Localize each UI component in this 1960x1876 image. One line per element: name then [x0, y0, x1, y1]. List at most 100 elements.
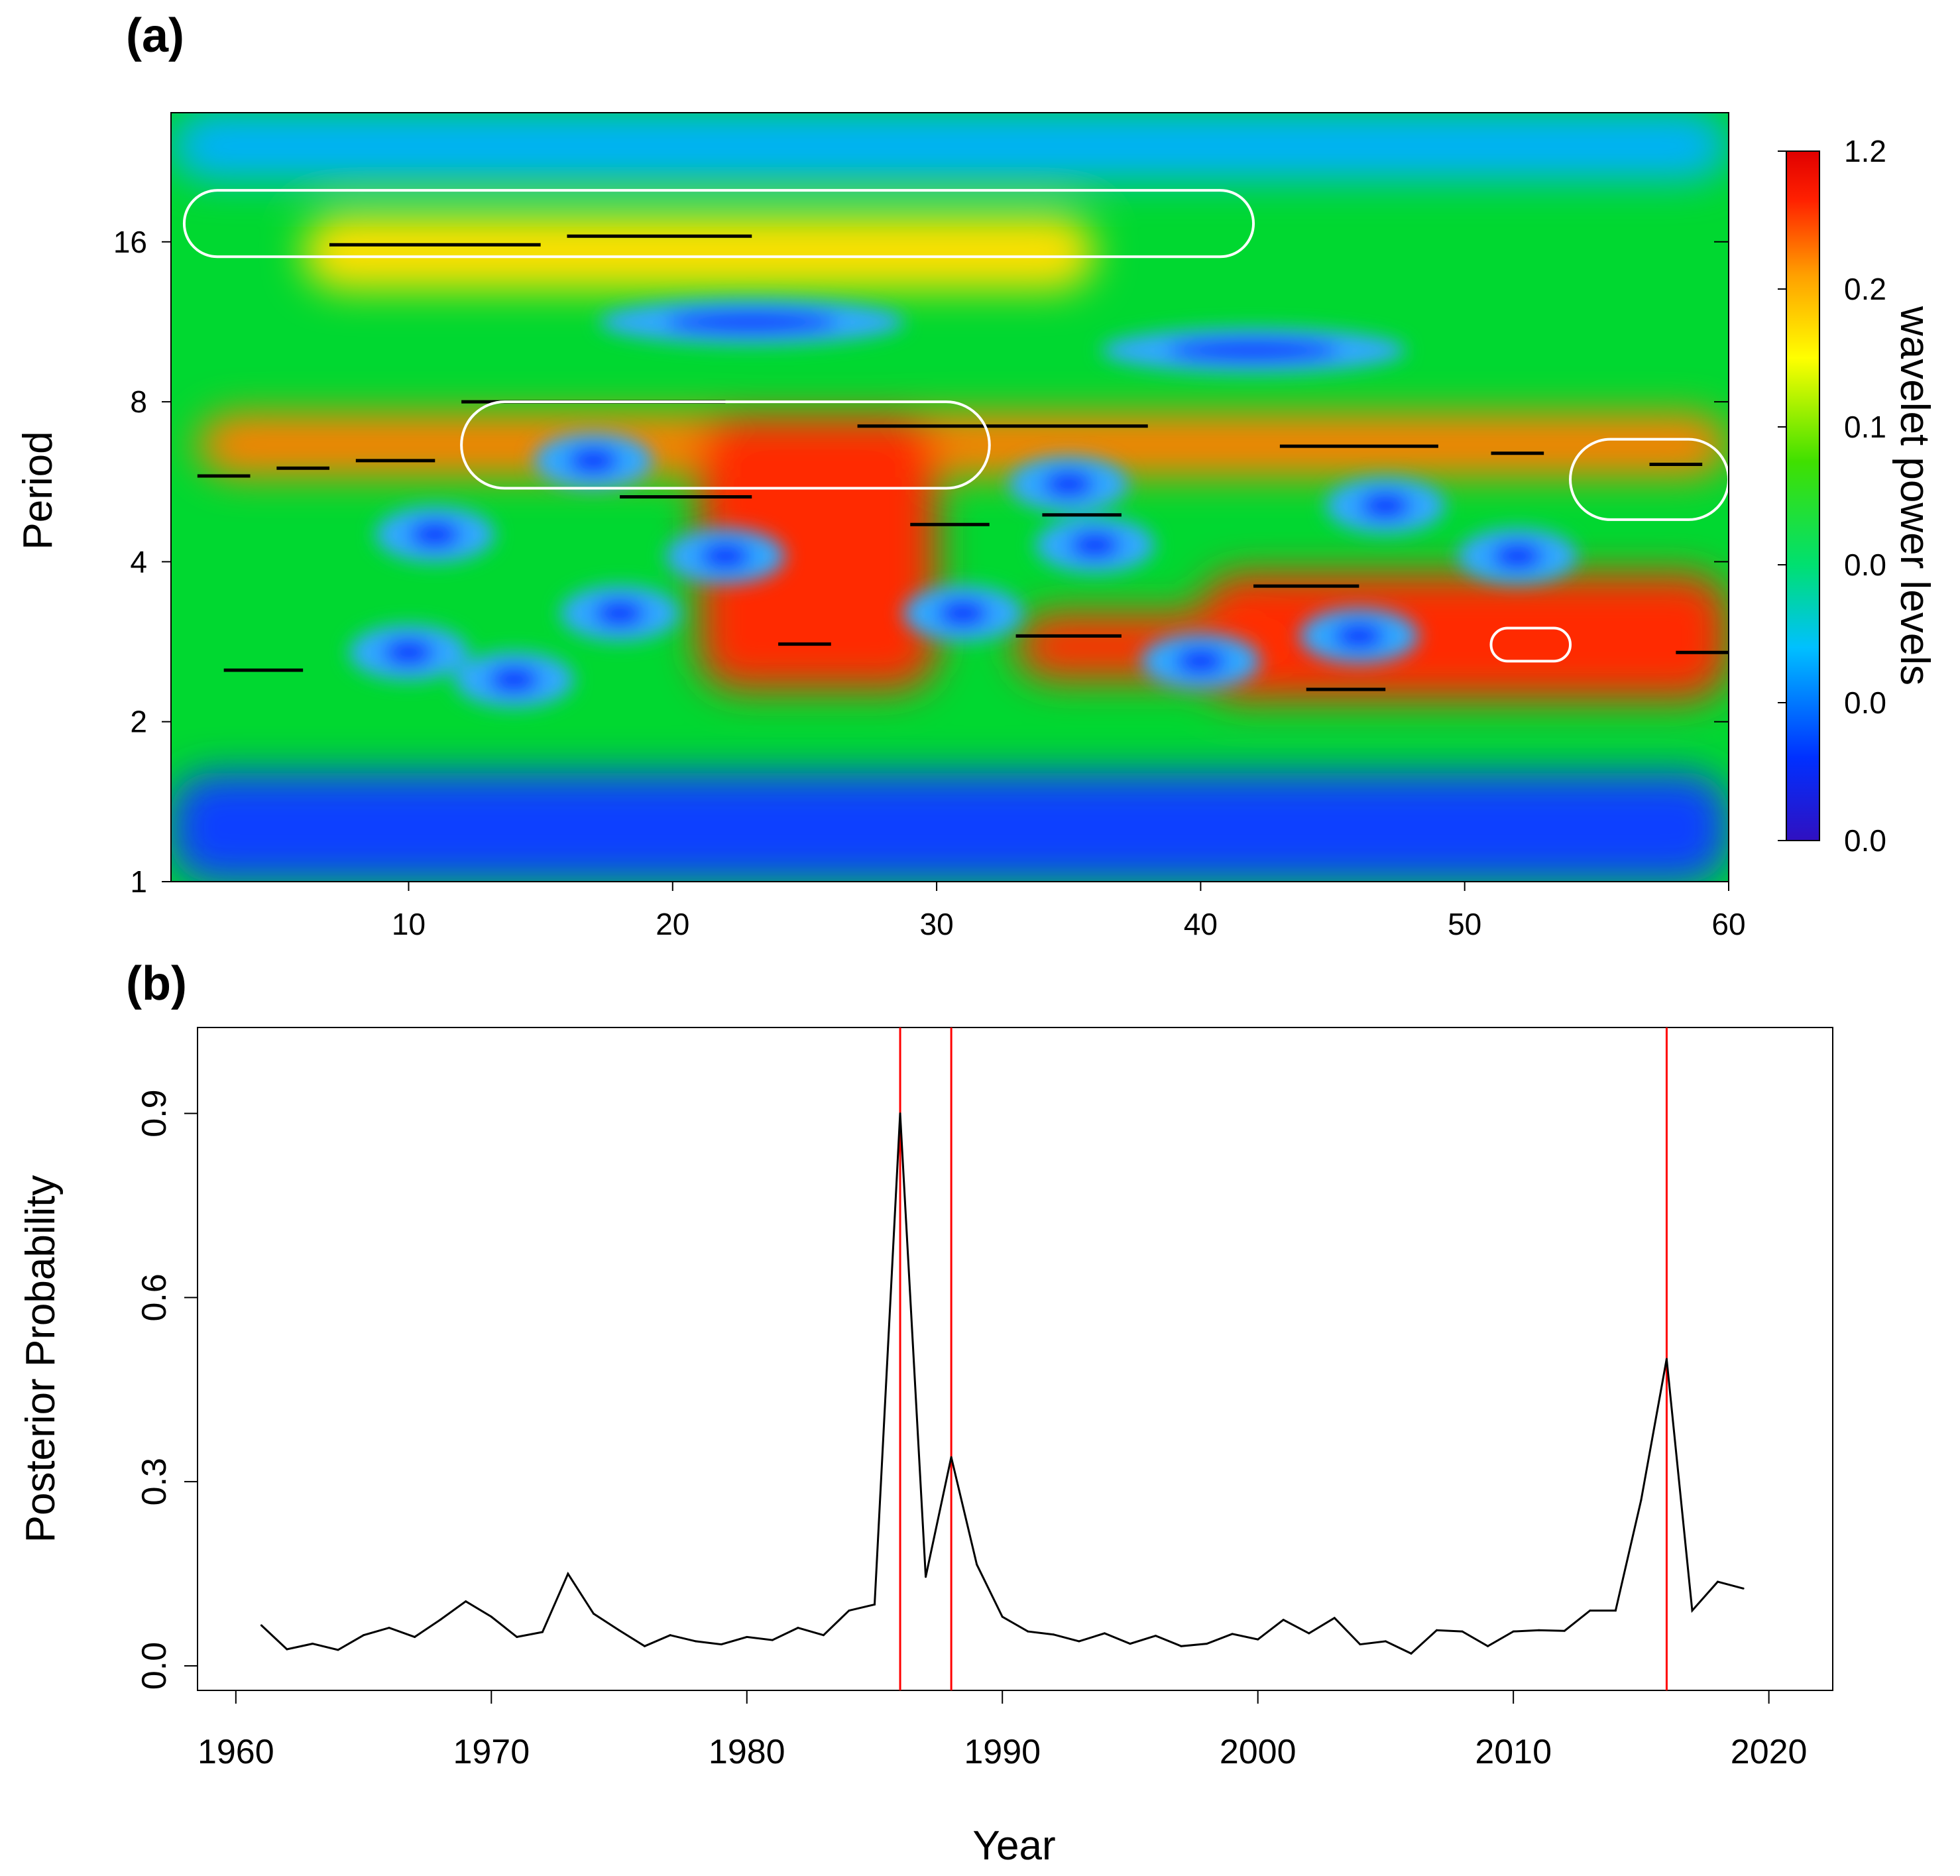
heatmap-x-tick-label-60: 60 — [1711, 907, 1745, 941]
posterior-point-1969 — [465, 1600, 467, 1603]
posterior-point-1997 — [1180, 1645, 1182, 1647]
posterior-point-2011 — [1538, 1629, 1540, 1631]
line-x-tick-label-2000: 2000 — [1220, 1733, 1297, 1771]
colorbar-tick-label-2: 0.1 — [1844, 410, 1886, 444]
panel-a-label: (a) — [126, 9, 184, 62]
low-power-core-1 — [568, 447, 619, 474]
posterior-point-2019 — [1742, 1587, 1745, 1590]
power-region-low-5 — [171, 113, 1729, 180]
heatmap-y-tick-label-1: 1 — [130, 864, 147, 899]
posterior-point-2017 — [1691, 1610, 1694, 1612]
heatmap-y-tick-label-8: 8 — [130, 384, 147, 419]
posterior-point-1984 — [848, 1610, 850, 1612]
posterior-point-2006 — [1410, 1652, 1412, 1655]
significance-contour-0 — [182, 189, 1255, 259]
posterior-point-1973 — [567, 1572, 569, 1575]
line-x-title: Year — [972, 1823, 1055, 1869]
wavelet-power-heatmap — [171, 113, 1729, 882]
posterior-point-1971 — [516, 1635, 518, 1638]
posterior-point-1961 — [260, 1624, 262, 1627]
heatmap-x-tick-label-30: 30 — [919, 907, 953, 941]
significance-contour-1 — [460, 400, 991, 490]
line-y-tick-label-3: 0.9 — [135, 1089, 174, 1137]
posterior-point-1965 — [363, 1634, 365, 1637]
low-power-core-14 — [1167, 339, 1340, 361]
colorbar-tick-label-1: 0.2 — [1844, 272, 1886, 306]
posterior-point-1974 — [592, 1612, 595, 1615]
colorbar-tick-label-5: 0.0 — [1844, 823, 1886, 858]
low-power-core-11 — [1360, 492, 1411, 519]
heatmap-x-tick-label-10: 10 — [392, 907, 426, 941]
posterior-point-2007 — [1436, 1629, 1438, 1631]
posterior-point-2008 — [1461, 1630, 1464, 1633]
posterior-point-1982 — [797, 1627, 799, 1629]
low-power-core-12 — [1492, 542, 1543, 569]
line-x-axis: 1960 1970 1980 1990 2000 2010 2020 — [198, 1690, 1807, 1771]
line-plot-frame — [197, 1027, 1833, 1691]
heatmap-x-axis: 10 20 30 40 50 60 — [392, 882, 1746, 941]
posterior-point-2012 — [1563, 1629, 1566, 1632]
line-x-tick-label-1980: 1980 — [709, 1733, 785, 1771]
posterior-point-2016 — [1665, 1358, 1668, 1360]
power-region-moderate-4 — [303, 214, 1096, 290]
posterior-point-1963 — [311, 1643, 314, 1645]
posterior-point-1990 — [1001, 1615, 1004, 1618]
posterior-point-1978 — [695, 1640, 697, 1643]
low-power-core-2 — [595, 600, 646, 627]
posterior-point-2018 — [1717, 1580, 1719, 1583]
posterior-point-1972 — [541, 1631, 544, 1633]
posterior-point-1991 — [1027, 1630, 1029, 1633]
line-x-tick-label-2010: 2010 — [1475, 1733, 1552, 1771]
posterior-point-1962 — [286, 1648, 288, 1651]
line-y-tick-label-2: 0.6 — [135, 1273, 174, 1321]
low-power-core-5 — [700, 542, 751, 569]
heatmap-y-title: Period — [15, 431, 61, 550]
posterior-point-2005 — [1384, 1640, 1387, 1643]
power-region-high-0 — [197, 413, 1729, 477]
heatmap-y-tick-label-16: 16 — [113, 225, 147, 259]
heatmap-y-axis: 1 2 4 8 16 — [113, 225, 1729, 899]
heatmap-x-tick-label-20: 20 — [656, 907, 689, 941]
posterior-point-1996 — [1155, 1635, 1157, 1637]
line-y-axis: 0.0 0.3 0.6 0.9 — [135, 1089, 198, 1690]
colorbar-tick-label-4: 0.0 — [1844, 685, 1886, 720]
colorbar-ticks: 1.2 0.2 0.1 0.0 0.0 0.0 — [1778, 134, 1886, 858]
posterior-point-1983 — [822, 1634, 825, 1637]
posterior-point-1987 — [925, 1576, 927, 1578]
low-power-core-3 — [383, 639, 434, 666]
posterior-point-2003 — [1333, 1617, 1336, 1619]
panel-b-label: (b) — [126, 957, 187, 1010]
posterior-point-1989 — [976, 1563, 978, 1566]
posterior-point-2009 — [1487, 1645, 1489, 1647]
posterior-point-1967 — [414, 1635, 416, 1638]
posterior-point-1964 — [337, 1649, 339, 1651]
low-power-core-6 — [937, 600, 988, 627]
line-x-tick-label-1970: 1970 — [453, 1733, 530, 1771]
colorbar-tick-label-0: 1.2 — [1844, 134, 1886, 168]
posterior-point-2010 — [1512, 1630, 1515, 1633]
posterior-point-1966 — [388, 1627, 390, 1629]
posterior-point-1995 — [1129, 1643, 1131, 1645]
significance-contour-3 — [1489, 626, 1572, 663]
posterior-point-1975 — [618, 1629, 620, 1631]
line-x-tick-label-1990: 1990 — [964, 1733, 1041, 1771]
line-y-tick-label-0: 0.0 — [135, 1642, 174, 1690]
posterior-point-2014 — [1614, 1610, 1617, 1612]
posterior-point-1999 — [1231, 1633, 1234, 1635]
heatmap-x-tick-label-50: 50 — [1448, 907, 1481, 941]
posterior-point-2015 — [1640, 1499, 1643, 1501]
power-region-high-1 — [699, 416, 937, 690]
posterior-point-1992 — [1052, 1633, 1055, 1636]
line-y-tick-label-1: 0.3 — [135, 1458, 174, 1505]
posterior-point-2001 — [1282, 1619, 1285, 1621]
posterior-point-1976 — [644, 1645, 646, 1647]
low-power-core-4 — [489, 666, 540, 693]
low-power-core-8 — [1070, 532, 1121, 559]
posterior-point-1980 — [746, 1635, 748, 1638]
posterior-point-1970 — [490, 1615, 492, 1618]
posterior-point-1968 — [439, 1619, 441, 1621]
line-y-title: Posterior Probability — [18, 1175, 64, 1543]
posterior-point-1986 — [899, 1112, 901, 1115]
low-power-core-9 — [1175, 648, 1226, 675]
heatmap-y-tick-label-4: 4 — [130, 544, 147, 579]
